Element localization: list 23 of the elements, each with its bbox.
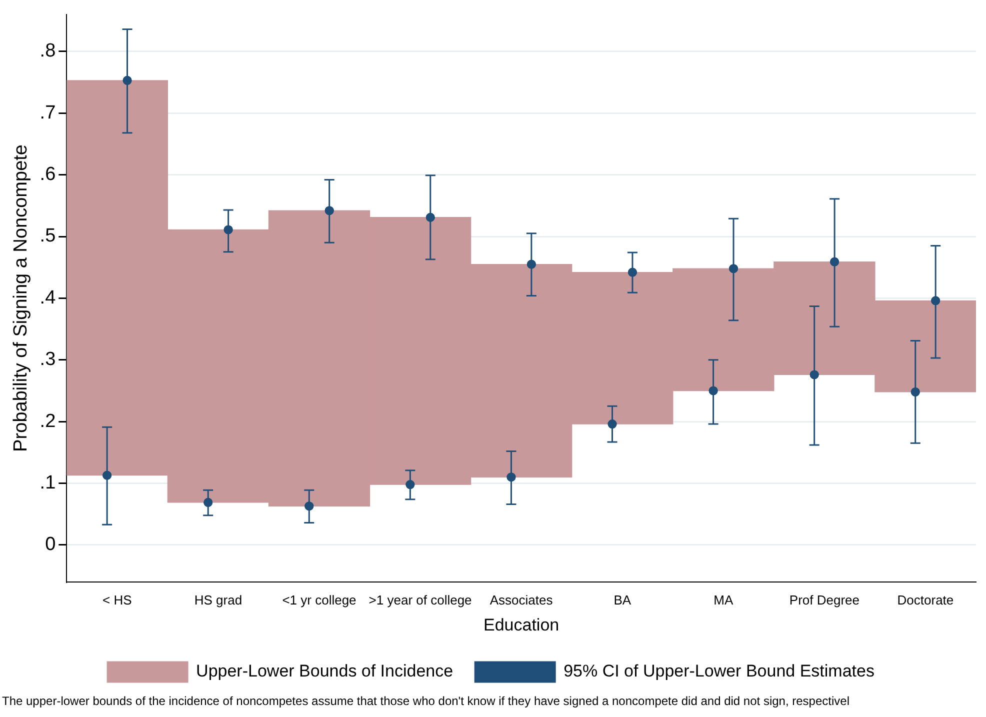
- x-tick-label: BA: [614, 592, 632, 608]
- legend-label: 95% CI of Upper-Lower Bound Estimates: [564, 662, 874, 681]
- y-tick-label: .1: [40, 472, 56, 494]
- x-tick-label: <1 yr college: [282, 592, 356, 608]
- legend-label: Upper-Lower Bounds of Incidence: [196, 662, 454, 681]
- y-tick-label: 0: [45, 534, 56, 556]
- x-axis-title: Education: [484, 615, 560, 634]
- x-tick-label: < HS: [102, 592, 132, 608]
- x-tick-label: Doctorate: [897, 592, 954, 608]
- y-tick-label: .7: [40, 102, 56, 124]
- x-tick-label: Prof Degree: [789, 592, 860, 608]
- x-tick-label: >1 year of college: [368, 592, 472, 608]
- text: The upper-lower bounds of the incidence of noncompetes assume that those who don't know if they have signed a noncompete did and did not sign, respectivel: [2, 694, 850, 708]
- y-tick-label: .2: [40, 410, 56, 432]
- y-tick-label: .5: [40, 226, 56, 247]
- x-tick-label: HS grad: [194, 592, 242, 608]
- y-axis-title: Probability of Signing a Noncompete: [10, 144, 32, 452]
- y-tick-label: .8: [40, 40, 56, 62]
- y-tick-label: .3: [40, 349, 56, 370]
- y-tick-label: .6: [40, 164, 56, 186]
- x-tick-label: Associates: [490, 592, 554, 608]
- x-tick-label: MA: [714, 592, 734, 608]
- y-tick-label: .4: [40, 287, 56, 308]
